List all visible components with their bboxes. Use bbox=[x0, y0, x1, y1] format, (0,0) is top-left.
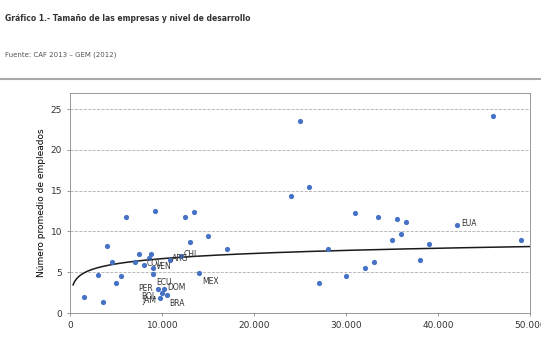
Point bbox=[452, 222, 461, 228]
Point bbox=[374, 214, 383, 219]
Point bbox=[296, 119, 305, 124]
Point bbox=[144, 255, 153, 260]
Point bbox=[388, 237, 397, 243]
Point bbox=[149, 266, 157, 271]
Point bbox=[324, 246, 332, 251]
Point bbox=[147, 251, 156, 256]
Point bbox=[107, 259, 116, 265]
Point bbox=[112, 280, 121, 286]
Point bbox=[370, 260, 378, 265]
Point bbox=[222, 246, 231, 251]
Point bbox=[401, 219, 410, 225]
Text: Gráfico 1.- Tamaño de las empresas y nivel de desarrollo: Gráfico 1.- Tamaño de las empresas y niv… bbox=[5, 14, 251, 23]
Point bbox=[517, 237, 525, 243]
Point bbox=[135, 251, 144, 257]
Text: COL: COL bbox=[147, 259, 162, 268]
Text: Fuente: CAF 2013 – GEM (2012): Fuente: CAF 2013 – GEM (2012) bbox=[5, 51, 117, 57]
Point bbox=[190, 209, 199, 215]
Point bbox=[287, 194, 295, 199]
Text: MEX: MEX bbox=[202, 277, 219, 286]
Point bbox=[154, 287, 162, 292]
Point bbox=[94, 272, 102, 278]
Point bbox=[489, 113, 498, 118]
Point bbox=[98, 300, 107, 305]
Point bbox=[156, 295, 165, 301]
Point bbox=[186, 239, 194, 245]
Text: DOM: DOM bbox=[167, 283, 185, 292]
Point bbox=[181, 214, 190, 219]
Point bbox=[103, 244, 111, 249]
Point bbox=[176, 253, 185, 259]
Point bbox=[121, 214, 130, 219]
Y-axis label: Número promedio de empleados: Número promedio de empleados bbox=[37, 129, 47, 277]
Text: EUA: EUA bbox=[461, 219, 476, 228]
Point bbox=[314, 280, 323, 286]
Point bbox=[158, 290, 167, 295]
Point bbox=[149, 271, 157, 277]
Point bbox=[342, 273, 351, 279]
Text: CHL: CHL bbox=[183, 250, 199, 259]
Text: PER: PER bbox=[138, 283, 153, 292]
Text: VEN: VEN bbox=[156, 262, 171, 271]
Point bbox=[195, 270, 203, 276]
Point bbox=[166, 257, 174, 263]
Point bbox=[305, 184, 314, 190]
Text: BOL: BOL bbox=[141, 292, 156, 301]
Point bbox=[162, 292, 171, 298]
Text: ARG: ARG bbox=[173, 254, 189, 263]
Point bbox=[415, 257, 424, 263]
Point bbox=[160, 286, 168, 291]
Point bbox=[397, 231, 406, 237]
Point bbox=[150, 208, 159, 214]
Point bbox=[425, 241, 433, 247]
Point bbox=[204, 233, 213, 238]
Point bbox=[130, 259, 139, 265]
Point bbox=[360, 266, 369, 271]
Point bbox=[351, 210, 360, 215]
Text: ECU: ECU bbox=[156, 278, 171, 287]
Point bbox=[140, 262, 148, 268]
Point bbox=[80, 294, 89, 300]
Text: BRA: BRA bbox=[170, 299, 185, 308]
Point bbox=[392, 216, 401, 222]
Point bbox=[117, 273, 126, 278]
Text: JAM: JAM bbox=[143, 297, 157, 305]
